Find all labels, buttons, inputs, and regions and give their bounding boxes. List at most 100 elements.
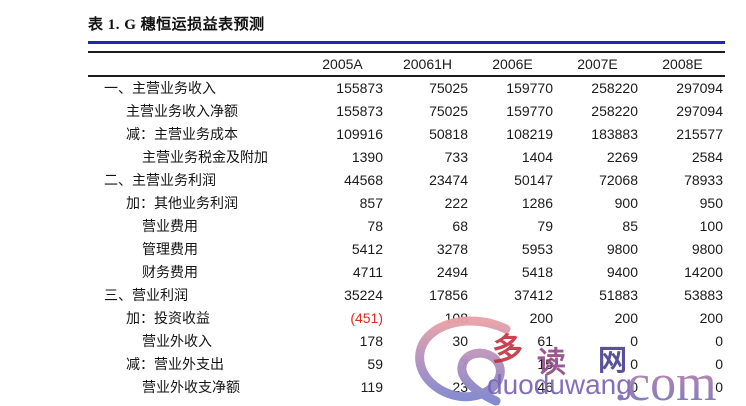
- value-cell: 100: [699, 217, 723, 234]
- table-title: 表 1. G 穗恒运损益表预测: [88, 17, 265, 33]
- table-row: 主营业务税金及附加 1390 733 1404 2269 2584: [88, 145, 725, 168]
- value-cell: 200: [529, 309, 553, 326]
- value-cell: 75025: [429, 80, 468, 96]
- value-cell: 900: [614, 194, 638, 211]
- value-cell: 7: [460, 355, 468, 372]
- row-label: 减：主营业务成本: [126, 127, 238, 143]
- row-label: 二、主营业务利润: [104, 173, 216, 189]
- value-cell: 35224: [344, 286, 383, 303]
- value-cell: 733: [444, 148, 468, 165]
- value-cell: 2584: [691, 148, 723, 165]
- column-header: 2008E: [662, 56, 703, 72]
- table-header: 2005A 20061H 2006E 2007E 2008E: [88, 52, 725, 76]
- report-table-block: 表 1. G 穗恒运损益表预测 2005A 20061H 2006E 2007E 200…: [88, 15, 725, 398]
- table-row: 管理费用 5412 3278 5953 9800 9800: [88, 237, 725, 260]
- value-cell: 258220: [591, 80, 638, 96]
- value-cell: 14200: [684, 263, 723, 280]
- row-label: 一、主营业务收入: [104, 82, 216, 97]
- header-spacer: [88, 52, 300, 76]
- value-cell: 155873: [336, 102, 383, 119]
- column-header: 20061H: [402, 56, 453, 72]
- value-cell: 68: [452, 217, 468, 234]
- table-row: 减：主营业务成本 109916 50818 108219 183883 215577: [88, 122, 725, 145]
- value-cell: 9400: [606, 263, 638, 280]
- value-cell: 857: [359, 194, 383, 211]
- value-cell: 1390: [351, 148, 383, 165]
- value-cell: 23: [452, 378, 468, 395]
- value-cell: 108: [444, 309, 468, 326]
- value-cell: 0: [630, 355, 638, 372]
- value-cell: 0: [630, 378, 638, 395]
- table-row: 二、主营业务利润 44568 23474 50147 72068 78933: [88, 168, 725, 191]
- row-label: 主营业务税金及附加: [142, 150, 268, 166]
- value-cell: 37412: [514, 286, 553, 303]
- value-cell: 50147: [514, 171, 553, 188]
- value-cell: 72068: [599, 171, 638, 188]
- value-cell: 17856: [429, 286, 468, 303]
- value-cell: 5418: [521, 263, 553, 280]
- value-cell: 15: [537, 355, 553, 372]
- value-cell: 46: [537, 378, 553, 395]
- column-header: 2007E: [577, 56, 618, 72]
- table-row: 加：投资收益 (451) 108 200 200 200: [88, 306, 725, 329]
- value-cell: 222: [444, 194, 468, 211]
- value-cell: 79: [537, 217, 553, 234]
- value-cell: 950: [699, 194, 723, 211]
- row-label: 营业费用: [142, 219, 198, 235]
- value-cell: 5412: [351, 240, 383, 257]
- table-row: 加：其他业务利润 857 222 1286 900 950: [88, 191, 725, 214]
- value-cell: 258220: [591, 102, 638, 119]
- value-cell: 78: [367, 217, 383, 234]
- value-cell: (451): [350, 309, 383, 326]
- row-label: 营业外收入: [142, 334, 212, 350]
- value-cell: 159770: [506, 102, 553, 119]
- value-cell: 2494: [436, 263, 468, 280]
- value-cell: 51883: [599, 286, 638, 303]
- value-cell: 53883: [684, 286, 723, 303]
- value-cell: 23474: [429, 171, 468, 188]
- table-body: 一、主营业务收入 155873 75025 159770 258220 297094 主…: [88, 76, 725, 398]
- value-cell: 30: [452, 332, 468, 349]
- row-label: 主营业务收入净额: [126, 104, 238, 120]
- value-cell: 0: [715, 378, 723, 395]
- value-cell: 119: [360, 378, 383, 395]
- value-cell: 109916: [336, 125, 383, 142]
- table-row: 三、营业利润 35224 17856 37412 51883 53883: [88, 283, 725, 306]
- row-label: 财务费用: [142, 265, 198, 281]
- value-cell: 61: [537, 332, 553, 349]
- value-cell: 297094: [676, 102, 723, 119]
- value-cell: 9800: [691, 240, 723, 257]
- value-cell: 215577: [676, 125, 723, 142]
- value-cell: 59: [367, 355, 383, 372]
- value-cell: 50818: [429, 125, 468, 142]
- value-cell: 75025: [429, 102, 468, 119]
- row-label: 管理费用: [142, 242, 198, 258]
- table-row: 营业外收入 178 30 61 0 0: [88, 329, 725, 352]
- value-cell: 108219: [506, 125, 553, 142]
- value-cell: 297094: [676, 80, 723, 96]
- value-cell: 4711: [352, 263, 383, 280]
- value-cell: 2269: [606, 148, 638, 165]
- row-label: 减：营业外支出: [126, 357, 224, 373]
- value-cell: 159770: [506, 80, 553, 96]
- value-cell: 5953: [521, 240, 553, 257]
- value-cell: 0: [715, 332, 723, 349]
- row-label: 三、营业利润: [104, 288, 188, 304]
- value-cell: 1404: [521, 148, 553, 165]
- row-label: 加：其他业务利润: [126, 196, 238, 212]
- value-cell: 44568: [344, 171, 383, 188]
- column-header: 2005A: [322, 56, 363, 72]
- value-cell: 0: [630, 332, 638, 349]
- value-cell: 9800: [606, 240, 638, 257]
- value-cell: 0: [715, 355, 723, 372]
- title-accent-rule: [88, 41, 725, 44]
- value-cell: 200: [699, 309, 723, 326]
- value-cell: 78933: [684, 171, 723, 188]
- table-row: 减：营业外支出 59 7 15 0 0: [88, 352, 725, 375]
- value-cell: 1286: [521, 194, 553, 211]
- value-cell: 85: [622, 217, 638, 234]
- value-cell: 155873: [336, 80, 383, 96]
- table-row: 财务费用 4711 2494 5418 9400 14200: [88, 260, 725, 283]
- value-cell: 3278: [436, 240, 468, 257]
- column-header: 2006E: [492, 56, 533, 72]
